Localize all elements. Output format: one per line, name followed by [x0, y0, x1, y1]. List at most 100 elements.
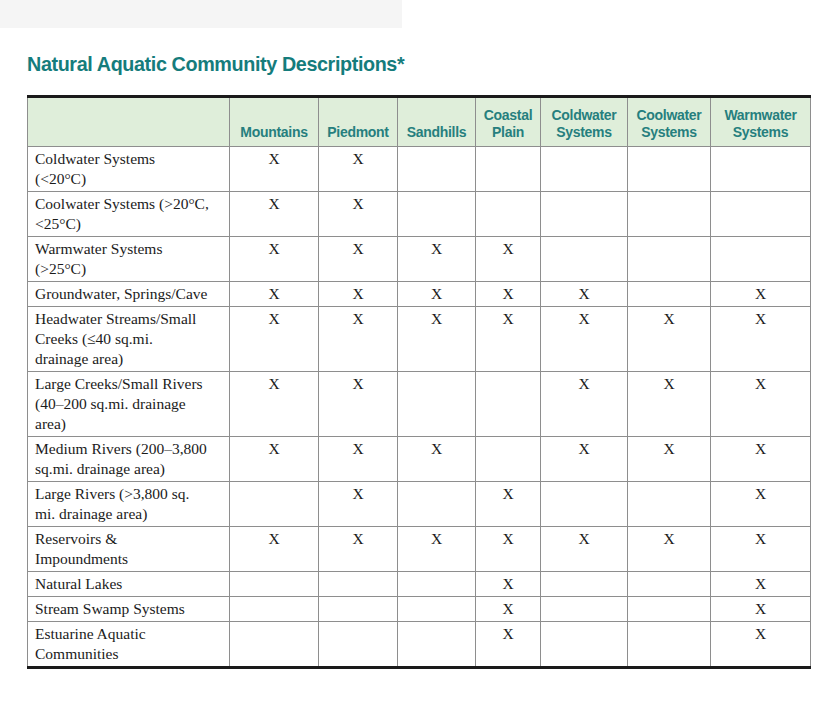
mark-cell-x: X: [398, 527, 476, 572]
mark-cell-x: X: [230, 527, 319, 572]
header-row: MountainsPiedmontSandhillsCoastal PlainC…: [28, 97, 811, 147]
table-row: Large Creeks/Small Rivers (40–200 sq.mi.…: [28, 372, 811, 437]
mark-cell-empty: [476, 372, 541, 437]
mark-cell-x: X: [541, 282, 628, 307]
mark-cell-empty: [230, 482, 319, 527]
row-label: Stream Swamp Systems: [28, 597, 230, 622]
mark-cell-x: X: [541, 307, 628, 372]
table-body: Coldwater Systems (<20°C)XXCoolwater Sys…: [28, 147, 811, 668]
table-row: Reservoirs & ImpoundmentsXXXXXXX: [28, 527, 811, 572]
table-row: Large Rivers (>3,800 sq. mi. drainage ar…: [28, 482, 811, 527]
mark-cell-empty: [628, 237, 711, 282]
mark-cell-empty: [541, 572, 628, 597]
mark-cell-x: X: [398, 282, 476, 307]
table-row: Coldwater Systems (<20°C)XX: [28, 147, 811, 192]
mark-cell-x: X: [319, 527, 398, 572]
mark-cell-empty: [476, 437, 541, 482]
row-label: Groundwater, Springs/Cave: [28, 282, 230, 307]
mark-cell-x: X: [319, 282, 398, 307]
corner-cell: [28, 97, 230, 147]
mark-cell-empty: [628, 572, 711, 597]
mark-cell-empty: [541, 192, 628, 237]
mark-cell-x: X: [711, 597, 811, 622]
mark-cell-x: X: [711, 527, 811, 572]
table-row: Stream Swamp Systems X X: [28, 597, 811, 622]
mark-cell-x: X: [476, 527, 541, 572]
mark-cell-x: X: [230, 192, 319, 237]
row-label: Large Rivers (>3,800 sq. mi. drainage ar…: [28, 482, 230, 527]
table-row: Warmwater Systems (>25°C)XXXX: [28, 237, 811, 282]
table-row: Estuarine Aquatic Communities X X: [28, 622, 811, 668]
column-header: Coastal Plain: [476, 97, 541, 147]
mark-cell-empty: [541, 147, 628, 192]
mark-cell-x: X: [711, 572, 811, 597]
column-header: Piedmont: [319, 97, 398, 147]
mark-cell-empty: [319, 572, 398, 597]
mark-cell-empty: [628, 282, 711, 307]
mark-cell-x: X: [711, 482, 811, 527]
mark-cell-empty: [541, 237, 628, 282]
mark-cell-x: X: [476, 282, 541, 307]
mark-cell-empty: [319, 597, 398, 622]
mark-cell-empty: [398, 482, 476, 527]
mark-cell-x: X: [398, 437, 476, 482]
table-row: Groundwater, Springs/CaveXXXXXX: [28, 282, 811, 307]
mark-cell-empty: [319, 622, 398, 668]
document-page: Natural Aquatic Community Descriptions* …: [0, 0, 835, 716]
mark-cell-empty: [628, 622, 711, 668]
mark-cell-x: X: [711, 282, 811, 307]
mark-cell-x: X: [319, 307, 398, 372]
mark-cell-x: X: [230, 282, 319, 307]
column-header: Mountains: [230, 97, 319, 147]
mark-cell-empty: [541, 482, 628, 527]
mark-cell-x: X: [230, 307, 319, 372]
mark-cell-x: X: [476, 597, 541, 622]
row-label: Natural Lakes: [28, 572, 230, 597]
mark-cell-x: X: [476, 307, 541, 372]
column-header: Sandhills: [398, 97, 476, 147]
mark-cell-x: X: [319, 237, 398, 282]
mark-cell-x: X: [319, 372, 398, 437]
mark-cell-x: X: [541, 527, 628, 572]
mark-cell-x: X: [476, 572, 541, 597]
row-label: Coolwater Systems (>20°C, <25°C): [28, 192, 230, 237]
mark-cell-empty: [476, 192, 541, 237]
mark-cell-x: X: [319, 192, 398, 237]
row-label: Medium Rivers (200–3,800 sq.mi. drainage…: [28, 437, 230, 482]
mark-cell-empty: [230, 622, 319, 668]
mark-cell-x: X: [319, 147, 398, 192]
mark-cell-empty: [230, 597, 319, 622]
mark-cell-empty: [711, 147, 811, 192]
mark-cell-x: X: [711, 307, 811, 372]
mark-cell-empty: [230, 572, 319, 597]
mark-cell-empty: [711, 237, 811, 282]
mark-cell-x: X: [628, 527, 711, 572]
mark-cell-empty: [711, 192, 811, 237]
mark-cell-empty: [628, 597, 711, 622]
mark-cell-empty: [398, 572, 476, 597]
mark-cell-x: X: [476, 622, 541, 668]
mark-cell-x: X: [711, 437, 811, 482]
row-label: Estuarine Aquatic Communities: [28, 622, 230, 668]
mark-cell-x: X: [319, 482, 398, 527]
mark-cell-x: X: [711, 372, 811, 437]
mark-cell-x: X: [628, 307, 711, 372]
column-header: Warmwater Systems: [711, 97, 811, 147]
mark-cell-empty: [398, 372, 476, 437]
mark-cell-x: X: [230, 437, 319, 482]
page-title: Natural Aquatic Community Descriptions*: [27, 52, 404, 76]
table-row: Natural Lakes X X: [28, 572, 811, 597]
mark-cell-x: X: [628, 437, 711, 482]
column-header: Coolwater Systems: [628, 97, 711, 147]
mark-cell-x: X: [541, 372, 628, 437]
mark-cell-x: X: [628, 372, 711, 437]
mark-cell-x: X: [319, 437, 398, 482]
mark-cell-empty: [628, 147, 711, 192]
mark-cell-x: X: [541, 437, 628, 482]
mark-cell-x: X: [711, 622, 811, 668]
column-header: Coldwater Systems: [541, 97, 628, 147]
mark-cell-x: X: [398, 237, 476, 282]
mark-cell-empty: [541, 597, 628, 622]
mark-cell-x: X: [230, 372, 319, 437]
mark-cell-x: X: [230, 237, 319, 282]
